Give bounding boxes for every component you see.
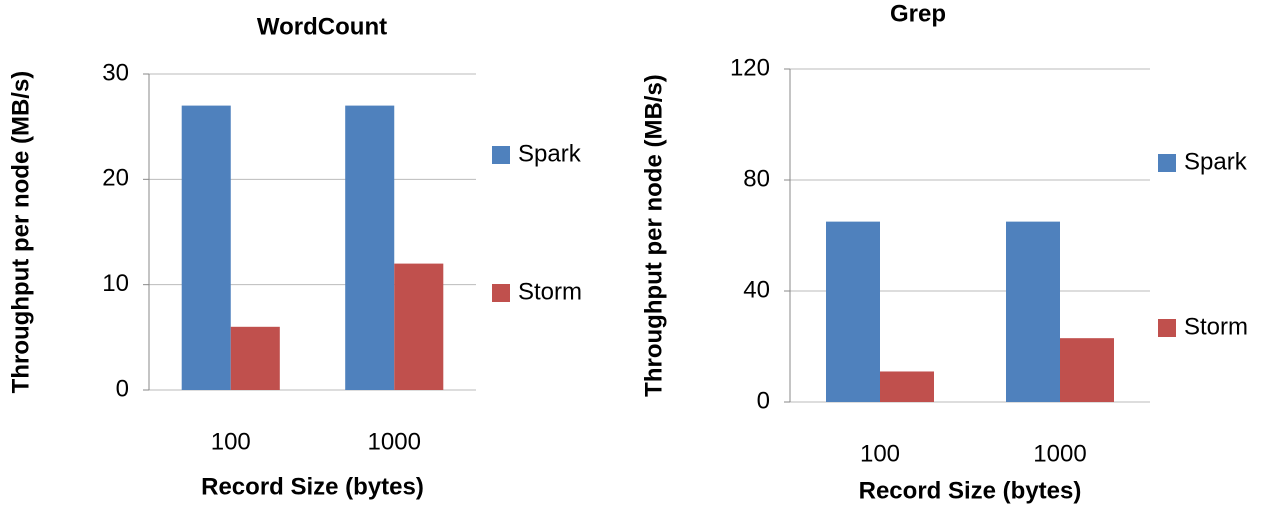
legend-label: Storm — [518, 278, 582, 305]
x-axis-title: Record Size (bytes) — [201, 473, 424, 500]
chart-title: Grep — [890, 0, 946, 27]
bar — [826, 221, 880, 402]
legend-label: Storm — [1184, 313, 1248, 340]
bar — [394, 263, 444, 390]
x-tick-label: 1000 — [1033, 440, 1086, 467]
legend-label: Spark — [518, 140, 582, 167]
bar — [1006, 221, 1060, 402]
y-tick-label: 80 — [743, 165, 770, 192]
legend-swatch — [1158, 319, 1176, 337]
legend-label: Spark — [1184, 148, 1248, 175]
x-tick-label: 1000 — [368, 428, 421, 455]
x-tick-label: 100 — [860, 440, 900, 467]
bar — [345, 105, 395, 390]
y-tick-label: 10 — [102, 270, 129, 297]
chart-title: WordCount — [257, 13, 387, 40]
bar — [1060, 338, 1114, 402]
legend-swatch — [492, 284, 510, 302]
y-tick-label: 20 — [102, 165, 129, 192]
x-tick-label: 100 — [211, 428, 251, 455]
bar — [230, 326, 280, 390]
legend-swatch — [492, 146, 510, 164]
y-tick-label: 120 — [730, 54, 770, 81]
y-tick-label: 0 — [757, 387, 770, 414]
y-tick-label: 40 — [743, 276, 770, 303]
y-tick-label: 30 — [102, 59, 129, 86]
y-axis-title: Throughput per node (MB/s) — [640, 74, 667, 397]
bar — [181, 105, 231, 390]
y-tick-label: 0 — [116, 375, 129, 402]
legend-swatch — [1158, 154, 1176, 172]
y-axis-title: Throughput per node (MB/s) — [7, 71, 34, 394]
x-axis-title: Record Size (bytes) — [859, 477, 1082, 504]
bar — [880, 371, 934, 402]
